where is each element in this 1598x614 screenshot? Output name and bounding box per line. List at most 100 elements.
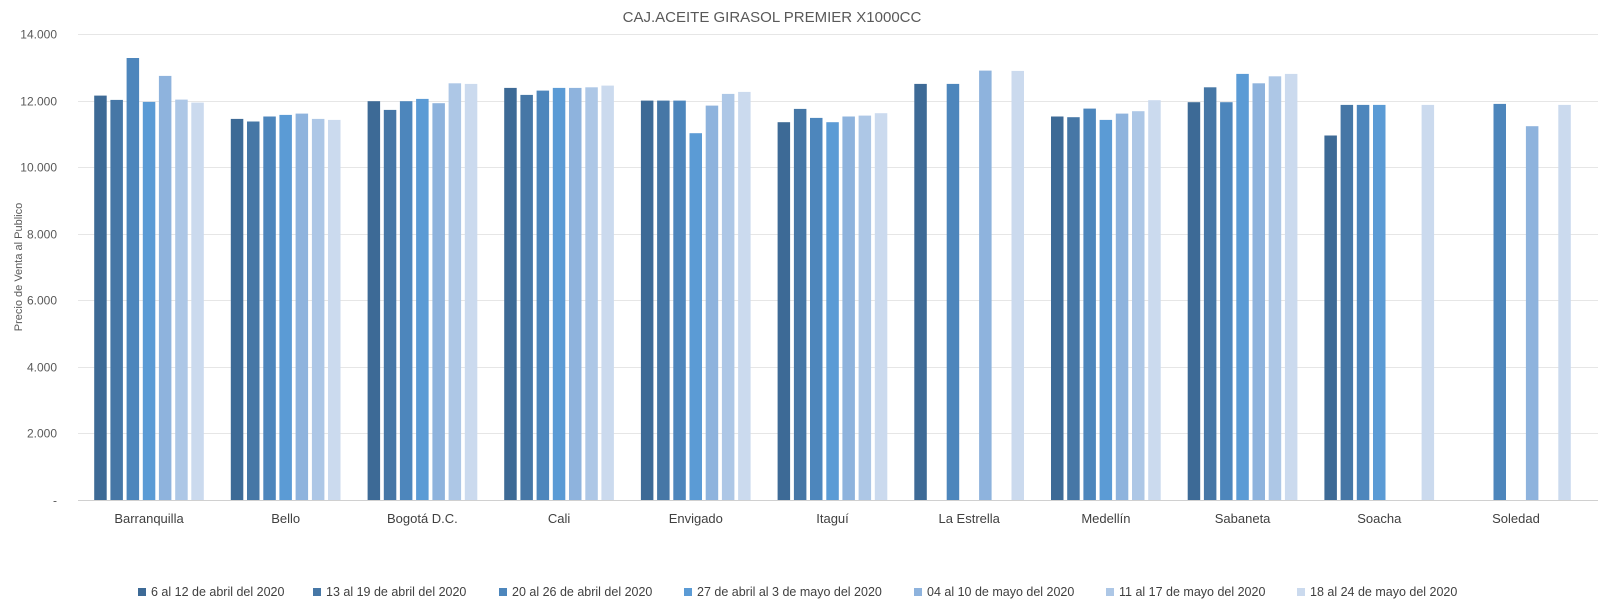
bar (657, 100, 670, 500)
x-category-label: Itaguí (816, 511, 849, 526)
bar (448, 83, 462, 501)
bar (295, 113, 309, 500)
legend-label: 11 al 17 de mayo del 2020 (1119, 585, 1265, 599)
y-axis-label: Precio de Venta al Publico (13, 203, 25, 331)
legend-item: 13 al 19 de abril del 2020 (313, 585, 466, 599)
legend-label: 6 al 12 de abril del 2020 (151, 585, 284, 599)
x-category-label: Bogotá D.C. (387, 511, 458, 526)
legend-item: 6 al 12 de abril del 2020 (138, 585, 284, 599)
bar (979, 70, 992, 500)
bar (311, 118, 325, 501)
bar (946, 83, 960, 501)
bar (1421, 104, 1435, 501)
x-category-label: Sabaneta (1215, 511, 1271, 526)
bar (640, 100, 654, 500)
legend-swatch (914, 588, 922, 596)
bar (705, 105, 719, 500)
legend-label: 04 al 10 de mayo del 2020 (927, 585, 1074, 599)
legend-label: 20 al 26 de abril del 2020 (512, 585, 652, 599)
bar (230, 118, 244, 501)
bar (328, 119, 341, 501)
legend-swatch (1106, 588, 1114, 596)
bar (858, 115, 872, 500)
x-category-label: La Estrella (938, 511, 1000, 526)
legend-swatch (1297, 588, 1305, 596)
x-category-label: Bello (271, 511, 300, 526)
x-category-label: Envigado (669, 511, 723, 526)
x-category-label: Barranquilla (114, 511, 184, 526)
chart-title: CAJ.ACEITE GIRASOL PREMIER X1000CC (623, 9, 922, 26)
bar (1324, 135, 1337, 500)
legend-swatch (684, 588, 692, 596)
y-axis-ticks: - 2.000 4.000 6.000 8.000 10.000 12.000 14.000 (20, 28, 57, 508)
bar (142, 101, 156, 501)
legend-item: 27 de abril al 3 de mayo del 2020 (684, 585, 882, 599)
legend-label: 27 de abril al 3 de mayo del 2020 (697, 585, 882, 599)
bar (1011, 70, 1024, 501)
bar (1148, 100, 1161, 500)
bar (721, 93, 735, 501)
bar (1252, 83, 1265, 501)
bar (1132, 111, 1145, 500)
bar (1268, 76, 1282, 501)
bar (1493, 103, 1506, 501)
bar (94, 95, 107, 500)
legend-item: 20 al 26 de abril del 2020 (499, 585, 652, 599)
y-tick-label: 10.000 (20, 161, 57, 175)
bar (1083, 108, 1096, 500)
bar (689, 133, 702, 500)
bar (1340, 104, 1354, 501)
bar (552, 87, 566, 501)
bar (1220, 102, 1233, 500)
bar (1099, 119, 1113, 501)
bar (569, 87, 582, 501)
y-tick-label: 2.000 (27, 427, 57, 441)
bar (1356, 104, 1370, 501)
bar (110, 99, 123, 501)
bar (1558, 104, 1571, 501)
y-tick-label: 4.000 (27, 361, 57, 375)
x-category-label: Medellín (1081, 511, 1130, 526)
bar (810, 117, 823, 501)
y-tick-label: - (53, 494, 57, 508)
bar (158, 75, 172, 501)
bar (279, 114, 292, 501)
bar (399, 101, 413, 500)
bar (826, 122, 839, 500)
y-tick-label: 6.000 (27, 294, 57, 308)
bar (738, 91, 751, 501)
bar (263, 116, 276, 500)
bar (504, 87, 517, 501)
bar (842, 116, 855, 500)
bar (1115, 113, 1129, 500)
bar (1187, 102, 1201, 500)
bars (94, 58, 1571, 501)
bar (367, 101, 381, 500)
x-category-label: Cali (548, 511, 571, 526)
bar (585, 87, 598, 501)
bar (1284, 73, 1298, 501)
legend-item: 11 al 17 de mayo del 2020 (1106, 585, 1265, 599)
bar (191, 102, 204, 500)
bar (777, 122, 791, 500)
bar (1203, 87, 1217, 501)
x-category-label: Soledad (1492, 511, 1540, 526)
bar (914, 83, 927, 501)
bar (874, 113, 888, 500)
bar (175, 99, 188, 500)
x-axis-categories: Barranquilla Bello Bogotá D.C. Cali Envigado… (114, 511, 1540, 526)
bar (464, 83, 478, 501)
y-tick-label: 12.000 (20, 95, 57, 109)
bar (432, 103, 445, 500)
legend-swatch (499, 588, 507, 596)
legend-label: 13 al 19 de abril del 2020 (326, 585, 466, 599)
bar (1525, 126, 1539, 500)
bar (1067, 117, 1080, 500)
bar (520, 94, 533, 501)
bar (383, 109, 397, 501)
bar (247, 121, 260, 500)
legend-label: 18 al 24 de mayo del 2020 (1310, 585, 1457, 599)
y-tick-label: 14.000 (20, 28, 57, 42)
